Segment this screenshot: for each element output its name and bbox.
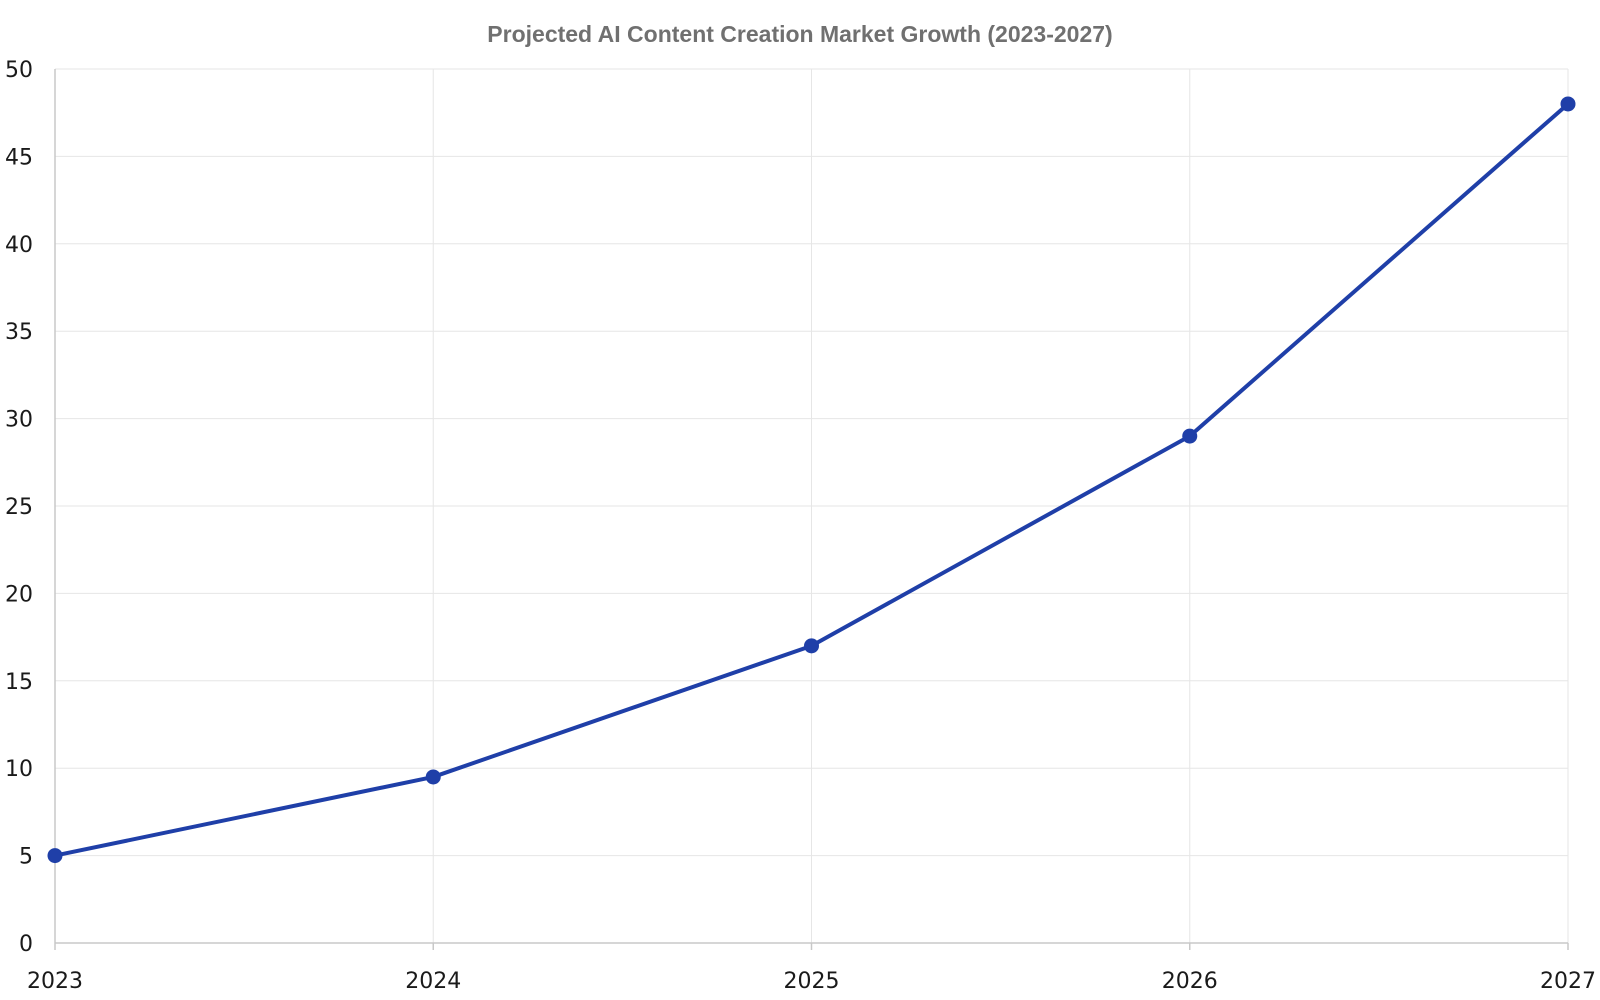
series-layer (47, 96, 1576, 864)
y-tick-label: 50 (5, 58, 33, 83)
y-tick-label: 0 (19, 932, 33, 957)
y-tick-label: 45 (5, 145, 33, 170)
data-point[interactable] (804, 638, 819, 654)
x-tick-label: 2025 (784, 969, 840, 994)
data-point[interactable] (425, 769, 441, 785)
y-tick-label: 20 (5, 582, 33, 607)
x-tick-label: 2027 (1540, 969, 1596, 994)
x-tick-label: 2026 (1162, 969, 1218, 994)
x-tick-label: 2024 (405, 969, 461, 994)
grid-layer (55, 68, 1569, 943)
y-tick-label: 10 (5, 757, 33, 782)
y-tick-label: 5 (19, 845, 33, 870)
axis-layer (54, 69, 1569, 950)
chart-title: Projected AI Content Creation Market Gro… (487, 21, 1112, 47)
x-tick-label: 2023 (27, 969, 83, 994)
data-point[interactable] (1182, 428, 1198, 444)
data-point[interactable] (1560, 96, 1576, 112)
y-tick-label: 25 (5, 495, 33, 520)
y-tick-label: 35 (5, 320, 33, 345)
y-tick-label: 40 (5, 233, 33, 258)
y-tick-label: 15 (5, 670, 33, 695)
y-tick-label: 30 (5, 408, 33, 433)
data-point[interactable] (47, 848, 63, 864)
